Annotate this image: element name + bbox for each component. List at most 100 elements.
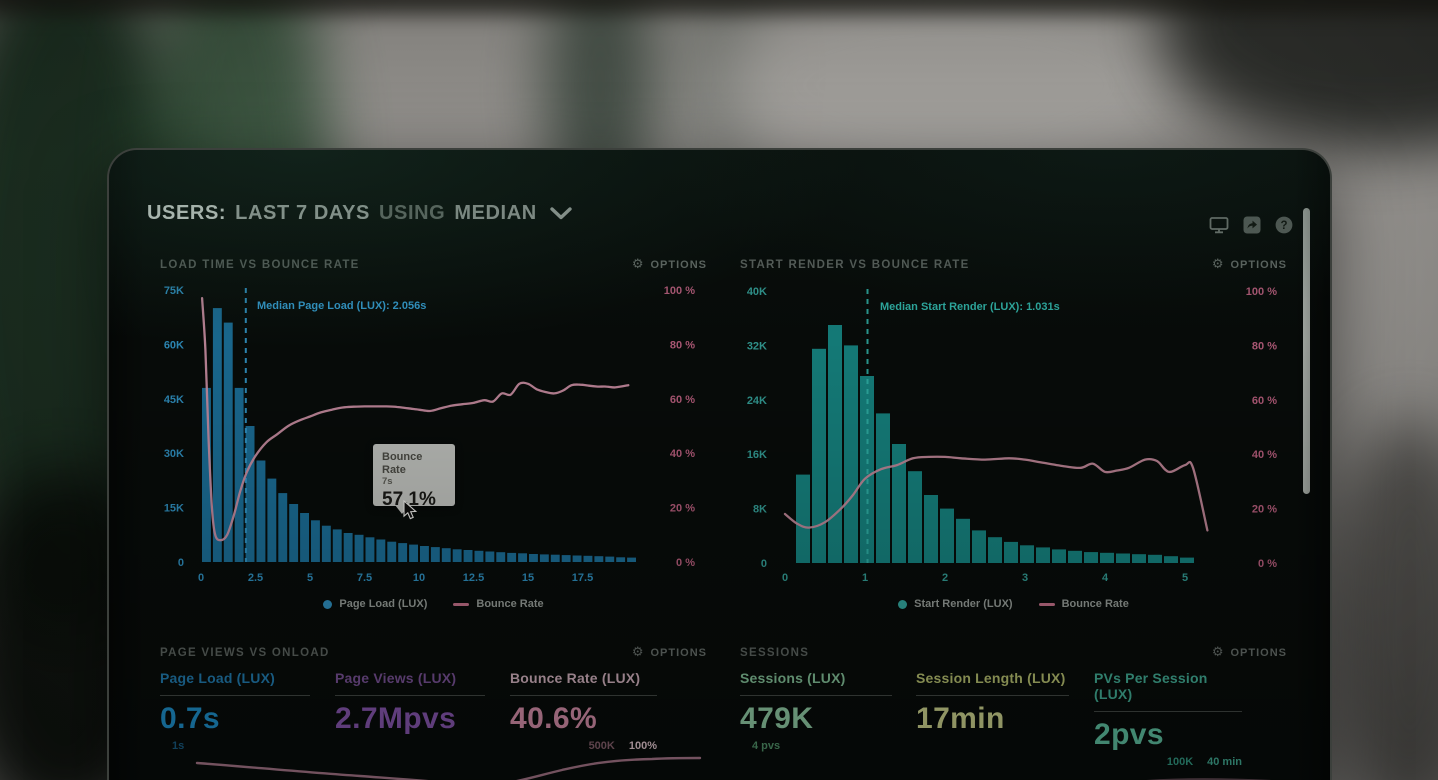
svg-text:80 %: 80 %: [1252, 340, 1277, 352]
svg-text:60K: 60K: [164, 339, 184, 351]
metric-subnote: 100K: [1166, 756, 1194, 768]
legend-label: Bounce Rate: [476, 598, 544, 610]
dashboard-screen: USERS: LAST 7 DAYS USING MEDIAN ?: [109, 150, 1330, 780]
tooltip-bucket: 7s: [382, 476, 393, 488]
metric-value: 2pvs: [1094, 718, 1164, 751]
svg-text:0 %: 0 %: [676, 557, 695, 569]
title-segment-using: USING: [378, 202, 446, 224]
svg-text:1: 1: [862, 572, 868, 584]
tooltip-series: Bounce Rate: [382, 451, 423, 476]
metric-subnote: 100%: [628, 740, 657, 752]
help-icon[interactable]: ?: [1275, 216, 1293, 234]
options-label: OPTIONS: [650, 258, 707, 271]
scrollbar-thumb[interactable]: [1303, 208, 1310, 494]
svg-text:4: 4: [1102, 572, 1109, 584]
metric-value: 479K: [740, 702, 814, 735]
legend-dot-swatch: [898, 599, 908, 609]
metric-session-length: Session Length (LUX) 17min: [916, 670, 1069, 735]
chart-legend: Page Load (LUX) Bounce Rate: [160, 598, 707, 610]
legend-item[interactable]: Bounce Rate: [453, 598, 544, 610]
options-button[interactable]: ⚙ OPTIONS: [1212, 258, 1287, 271]
metric-bounce-rate: Bounce Rate (LUX) 40.6% 500K 100%: [510, 670, 657, 754]
cutoff-sparkline: [195, 756, 702, 780]
chevron-down-icon[interactable]: [550, 207, 572, 220]
metric-underline: [740, 695, 892, 696]
svg-text:16K: 16K: [747, 449, 767, 461]
panel-sessions: SESSIONS ⚙ OPTIONS Sessions (LUX) 479K 4…: [740, 646, 1287, 780]
gear-icon: ⚙: [1211, 645, 1225, 660]
panel-page-views-vs-onload: PAGE VIEWS VS ONLOAD ⚙ OPTIONS Page Load…: [160, 646, 707, 780]
metric-subnote: 500K: [588, 740, 615, 752]
svg-text:0: 0: [178, 557, 184, 569]
metric-value: 40.6%: [510, 702, 598, 735]
svg-text:2.5: 2.5: [248, 572, 263, 584]
metric-underline: [510, 695, 657, 696]
title-segment-range: LAST 7 DAYS: [235, 202, 370, 224]
load-time-chart-canvas[interactable]: 75K 60K 45K 30K 15K 0 100 % 80 % 60 % 40 % 20 % 0 %…: [160, 278, 707, 590]
laptop-screen: USERS: LAST 7 DAYS USING MEDIAN ?: [107, 148, 1332, 780]
metric-underline: [916, 695, 1069, 696]
svg-text:7.5: 7.5: [357, 572, 372, 584]
svg-text:30K: 30K: [164, 448, 184, 460]
panel-title: LOAD TIME VS BOUNCE RATE: [160, 258, 360, 271]
legend-label: Page Load (LUX): [339, 598, 428, 610]
svg-text:3: 3: [1022, 572, 1028, 584]
panel-start-render-vs-bounce-rate: START RENDER VS BOUNCE RATE ⚙ OPTIONS 40…: [740, 258, 1287, 610]
metric-value: 2.7Mpvs: [335, 702, 457, 735]
svg-text:60 %: 60 %: [670, 394, 695, 406]
svg-text:Median Page Load (LUX): 2.056s: Median Page Load (LUX): 2.056s: [257, 300, 426, 312]
options-button[interactable]: ⚙ OPTIONS: [632, 258, 707, 271]
svg-text:32K: 32K: [747, 340, 767, 352]
svg-text:17.5: 17.5: [572, 572, 593, 584]
chart-tooltip: Bounce Rate 7s 57.1%: [373, 444, 455, 514]
metric-page-views: Page Views (LUX) 2.7Mpvs: [335, 670, 485, 735]
svg-text:?: ?: [1280, 220, 1287, 232]
metric-subnote: 1s: [172, 740, 185, 752]
display-icon[interactable]: [1209, 216, 1229, 234]
dashboard-title[interactable]: USERS: LAST 7 DAYS USING MEDIAN: [147, 202, 572, 225]
cutoff-sparkline: [1146, 778, 1271, 780]
svg-text:24K: 24K: [747, 395, 767, 407]
legend-label: Bounce Rate: [1061, 598, 1129, 610]
toolbar: ?: [1209, 216, 1293, 234]
panel-title: SESSIONS: [740, 646, 810, 659]
svg-text:45K: 45K: [164, 394, 184, 406]
svg-text:5: 5: [307, 572, 313, 584]
svg-text:40 %: 40 %: [670, 448, 695, 460]
svg-text:8K: 8K: [753, 504, 767, 516]
metric-value: 0.7s: [160, 702, 220, 735]
legend-line-swatch: [1038, 602, 1055, 606]
metric-sessions: Sessions (LUX) 479K 4 pvs: [740, 670, 892, 754]
svg-text:Median Start Render (LUX): 1.0: Median Start Render (LUX): 1.031s: [880, 301, 1060, 313]
title-segment-metric: MEDIAN: [454, 202, 537, 224]
metric-label: PVs Per Session (LUX): [1094, 670, 1208, 702]
legend-item[interactable]: Page Load (LUX): [323, 598, 427, 610]
options-button[interactable]: ⚙ OPTIONS: [632, 646, 707, 659]
options-button[interactable]: ⚙ OPTIONS: [1212, 646, 1287, 659]
panel-load-time-vs-bounce-rate: LOAD TIME VS BOUNCE RATE ⚙ OPTIONS 75K 60…: [160, 258, 707, 610]
legend-item[interactable]: Start Render (LUX): [898, 598, 1013, 610]
svg-text:0 %: 0 %: [1258, 558, 1277, 570]
metric-page-load: Page Load (LUX) 0.7s 1s: [160, 670, 310, 754]
legend-item[interactable]: Bounce Rate: [1038, 598, 1129, 610]
svg-text:5: 5: [1182, 572, 1188, 584]
svg-text:20 %: 20 %: [1252, 504, 1277, 516]
metric-label: Bounce Rate (LUX): [510, 670, 641, 686]
metric-value: 17min: [916, 702, 1005, 735]
start-render-chart-canvas[interactable]: 40K 32K 24K 16K 8K 0 100 % 80 % 60 % 40 % 20 % 0 % 0…: [740, 278, 1287, 590]
svg-text:2: 2: [942, 572, 948, 584]
legend-label: Start Render (LUX): [914, 598, 1013, 610]
chart-legend: Start Render (LUX) Bounce Rate: [740, 598, 1287, 610]
svg-text:0: 0: [761, 558, 767, 570]
svg-text:10: 10: [413, 572, 425, 584]
options-label: OPTIONS: [1230, 646, 1287, 659]
share-icon[interactable]: [1243, 216, 1261, 234]
metric-pvs-per-session: PVs Per Session (LUX) 2pvs 100K 40 min: [1094, 670, 1242, 770]
metric-underline: [335, 695, 485, 696]
gear-icon: ⚙: [631, 257, 645, 272]
svg-text:15: 15: [522, 572, 534, 584]
svg-text:75K: 75K: [164, 285, 184, 297]
gear-icon: ⚙: [1211, 257, 1225, 272]
ceiling-shadow-blur: [0, 0, 1438, 14]
